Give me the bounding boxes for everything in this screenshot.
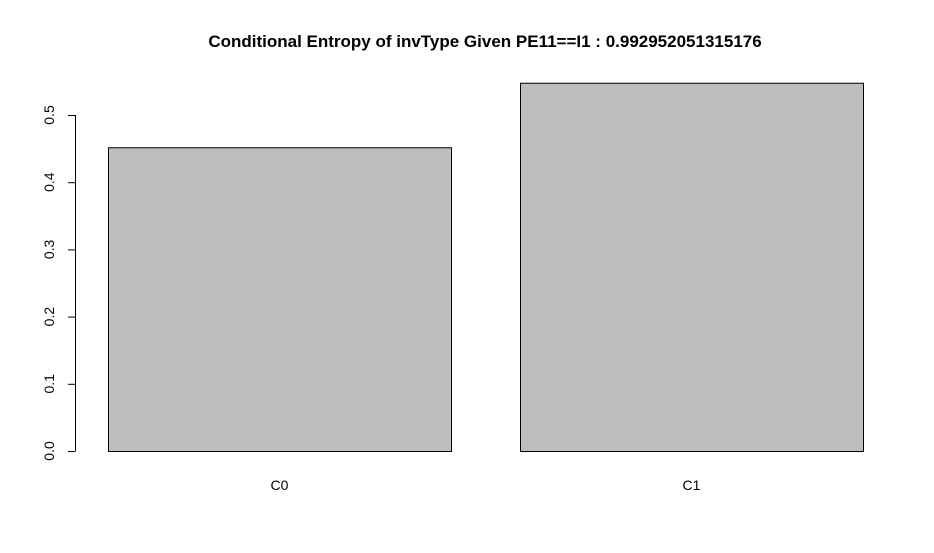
y-tick-label: 0.4 bbox=[41, 172, 57, 192]
x-tick-labels: C0 C1 bbox=[271, 477, 701, 493]
chart-title: Conditional Entropy of invType Given PE1… bbox=[208, 32, 761, 51]
bar-c1 bbox=[520, 82, 864, 453]
y-tick-label: 0.5 bbox=[41, 105, 57, 125]
y-tick-label: 0.3 bbox=[41, 239, 57, 259]
y-tick-label: 0.0 bbox=[41, 441, 57, 461]
y-tick-label: 0.1 bbox=[41, 374, 57, 394]
bars-group bbox=[108, 82, 864, 453]
x-tick-label-c0: C0 bbox=[271, 477, 289, 493]
x-tick-label-c1: C1 bbox=[683, 477, 701, 493]
y-axis: 0.0 0.1 0.2 0.3 0.4 0.5 bbox=[41, 105, 76, 461]
y-tick-label: 0.2 bbox=[41, 307, 57, 327]
bar-c0 bbox=[108, 147, 452, 452]
